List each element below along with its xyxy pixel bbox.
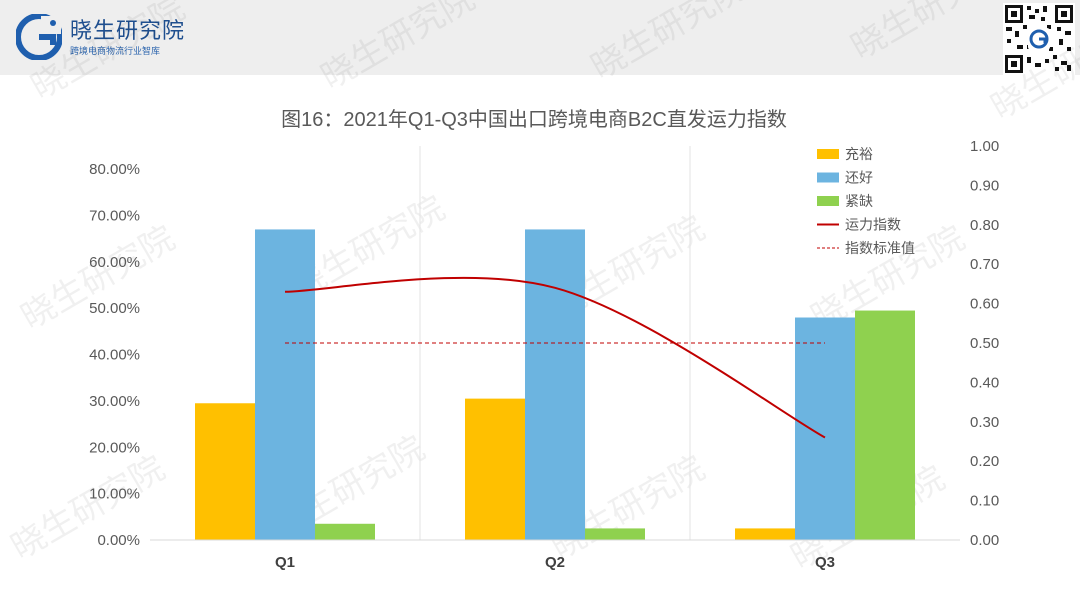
watermark-text: 晓生研究院 — [5, 448, 172, 568]
bar-series — [195, 229, 915, 540]
legend-label: 还好 — [845, 171, 873, 187]
left-tick-label: 60.00% — [89, 254, 140, 271]
line-series — [284, 276, 826, 439]
watermark-text: 晓生研究院 — [845, 0, 1012, 68]
right-tick-label: 0.80 — [970, 217, 999, 234]
right-tick-label: 0.20 — [970, 453, 999, 470]
legend-label: 运力指数 — [845, 218, 901, 234]
left-tick-label: 20.00% — [89, 439, 140, 456]
bar-还好-Q3 — [795, 317, 855, 540]
left-axis-ticks: 0.00% 10.00% 20.00% 30.00% 40.00% 50.00% 60.00… — [89, 161, 140, 549]
watermark-text: 晓生研究院 — [985, 8, 1080, 128]
bar-紧缺-Q2 — [585, 528, 645, 540]
chart-title: 图16：2021年Q1-Q3中国出口跨境电商B2C直发运力指数 — [281, 108, 787, 131]
left-tick-label: 30.00% — [89, 393, 140, 410]
right-tick-label: 0.50 — [970, 335, 999, 352]
x-tick-label: Q1 — [275, 554, 295, 571]
watermark-text: 晓生研究院 — [15, 218, 182, 338]
watermark-text: 晓生研究院 — [315, 0, 482, 98]
bar-还好-Q2 — [525, 229, 585, 540]
right-tick-label: 1.00 — [970, 138, 999, 155]
watermark-text: 晓生研究院 — [25, 0, 192, 108]
legend-swatch — [817, 149, 839, 159]
legend-swatch — [817, 196, 839, 206]
bar-充裕-Q1 — [195, 403, 255, 540]
left-tick-label: 70.00% — [89, 208, 140, 225]
x-tick-label: Q3 — [815, 554, 835, 571]
capacity-index-line — [284, 276, 826, 439]
brand-subtitle: 跨境电商物流行业智库 — [70, 47, 161, 57]
bar-还好-Q1 — [255, 229, 315, 540]
right-axis-ticks: 0.00 0.10 0.20 0.30 0.40 0.50 0.60 0.70 0.80 0.90… — [970, 138, 999, 549]
g-letter-logo-icon — [16, 14, 62, 60]
bar-充裕-Q3 — [735, 528, 795, 540]
left-tick-label: 10.00% — [89, 486, 140, 503]
left-tick-label: 80.00% — [89, 161, 140, 178]
x-tick-label: Q2 — [545, 554, 565, 571]
right-tick-label: 0.60 — [970, 296, 999, 313]
left-tick-label: 40.00% — [89, 347, 140, 364]
bar-紧缺-Q3 — [855, 310, 915, 540]
right-tick-label: 0.90 — [970, 177, 999, 194]
right-tick-label: 0.30 — [970, 414, 999, 431]
legend-label: 充裕 — [845, 147, 873, 163]
bar-紧缺-Q1 — [315, 523, 375, 540]
left-tick-label: 0.00% — [97, 532, 140, 549]
watermark-text: 晓生研究院 — [585, 0, 752, 88]
right-tick-label: 0.10 — [970, 493, 999, 510]
qr-code-icon — [1003, 3, 1075, 75]
legend-label: 指数标准值 — [845, 241, 915, 257]
legend-swatch — [817, 172, 839, 183]
right-tick-label: 0.70 — [970, 256, 999, 273]
header-bar: 晓生研究院 跨境电商物流行业智库 — [0, 0, 1080, 75]
x-axis-ticks: Q1 Q2 Q3 — [275, 554, 835, 571]
right-tick-label: 0.00 — [970, 532, 999, 549]
legend-label: 紧缺 — [845, 194, 873, 210]
left-tick-label: 50.00% — [89, 300, 140, 317]
brand-name: 晓生研究院 — [70, 19, 186, 44]
right-tick-label: 0.40 — [970, 374, 999, 391]
bar-充裕-Q2 — [465, 398, 525, 540]
